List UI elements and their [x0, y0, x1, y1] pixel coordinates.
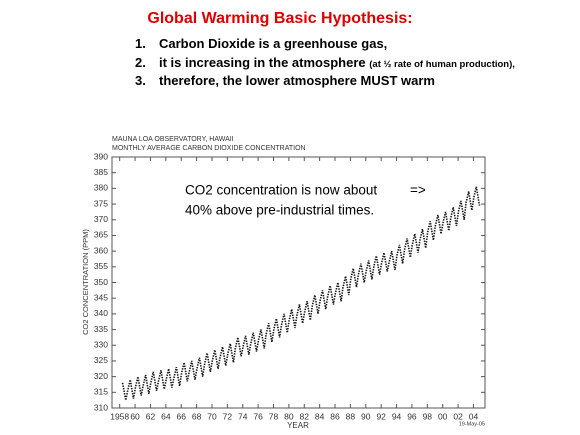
slide-title: Global Warming Basic Hypothesis: — [147, 10, 413, 27]
x-tick-label: 80 — [284, 411, 294, 421]
x-tick-label: 86 — [330, 411, 340, 421]
x-tick-label: 70 — [207, 411, 217, 421]
y-tick-label: 390 — [94, 151, 108, 161]
y-tick-label: 330 — [94, 340, 108, 350]
y-tick-label: 360 — [94, 245, 108, 255]
x-tick-label: 82 — [300, 411, 310, 421]
x-tick-label: 84 — [315, 411, 325, 421]
x-tick-label: 90 — [361, 411, 371, 421]
y-tick-label: 315 — [94, 387, 108, 397]
annotation: CO2 concentration is now about — [185, 183, 377, 198]
y-tick-label: 345 — [94, 292, 108, 302]
x-tick-label: 78 — [269, 411, 279, 421]
x-tick-label: 92 — [376, 411, 386, 421]
y-tick-label: 350 — [94, 277, 108, 287]
list-item: 2. it is increasing in the atmosphere (at… — [135, 55, 515, 74]
x-tick-label: 98 — [423, 411, 433, 421]
x-tick-label: 02 — [453, 411, 463, 421]
x-tick-label: 94 — [392, 411, 402, 421]
y-axis-label: CO2 CONCENTRATION (PPM) — [81, 229, 90, 335]
x-tick-label: 72 — [223, 411, 233, 421]
chart-date: 19-May-05 — [459, 421, 485, 427]
chart-subtitle: MONTHLY AVERAGE CARBON DIOXIDE CONCENTRA… — [112, 145, 306, 152]
co2-line — [121, 186, 481, 401]
x-tick-label: 68 — [192, 411, 202, 421]
y-tick-label: 375 — [94, 198, 108, 208]
y-tick-label: 355 — [94, 261, 108, 271]
x-tick-label: 64 — [161, 411, 171, 421]
y-tick-label: 310 — [94, 402, 108, 412]
annotation-arrow: => — [410, 183, 426, 198]
annotation: 40% above pre-industrial times. — [185, 203, 374, 218]
x-tick-label: 76 — [253, 411, 263, 421]
x-tick-label: 74 — [238, 411, 248, 421]
chart-title: MAUNA LOA OBSERVATORY, HAWAII — [112, 136, 234, 143]
item-text: Carbon Dioxide is a greenhouse gas, — [159, 36, 388, 51]
y-tick-label: 325 — [94, 355, 108, 365]
x-tick-label: 96 — [407, 411, 417, 421]
y-tick-label: 335 — [94, 324, 108, 334]
item-number: 2. — [135, 54, 146, 70]
item-number: 3. — [135, 73, 146, 88]
y-tick-label: 385 — [94, 167, 108, 177]
y-tick-label: 320 — [94, 371, 108, 381]
list-item: 3. therefore, the lower atmosphere MUST w… — [135, 73, 515, 92]
x-tick-label: 00 — [438, 411, 448, 421]
x-tick-label: 62 — [146, 411, 156, 421]
x-tick-label: 60 — [130, 411, 140, 421]
y-tick-label: 365 — [94, 230, 108, 240]
item-number: 1. — [135, 36, 146, 51]
x-tick-label: 04 — [469, 411, 479, 421]
item-text: it is increasing in the atmosphere — [159, 54, 366, 70]
item-note: (at ½ rate of human production), — [369, 58, 515, 70]
x-tick-label: 1958 — [110, 411, 129, 421]
item-text: therefore, the lower atmosphere MUST war… — [159, 73, 435, 88]
list-item: 1. Carbon Dioxide is a greenhouse gas, — [135, 36, 515, 55]
y-tick-label: 370 — [94, 214, 108, 224]
x-axis-label: YEAR — [287, 421, 309, 430]
y-tick-label: 380 — [94, 183, 108, 193]
hypothesis-list: 1. Carbon Dioxide is a greenhouse gas, 2.… — [135, 36, 515, 92]
x-tick-label: 66 — [176, 411, 186, 421]
y-tick-label: 340 — [94, 308, 108, 318]
x-tick-label: 88 — [346, 411, 356, 421]
